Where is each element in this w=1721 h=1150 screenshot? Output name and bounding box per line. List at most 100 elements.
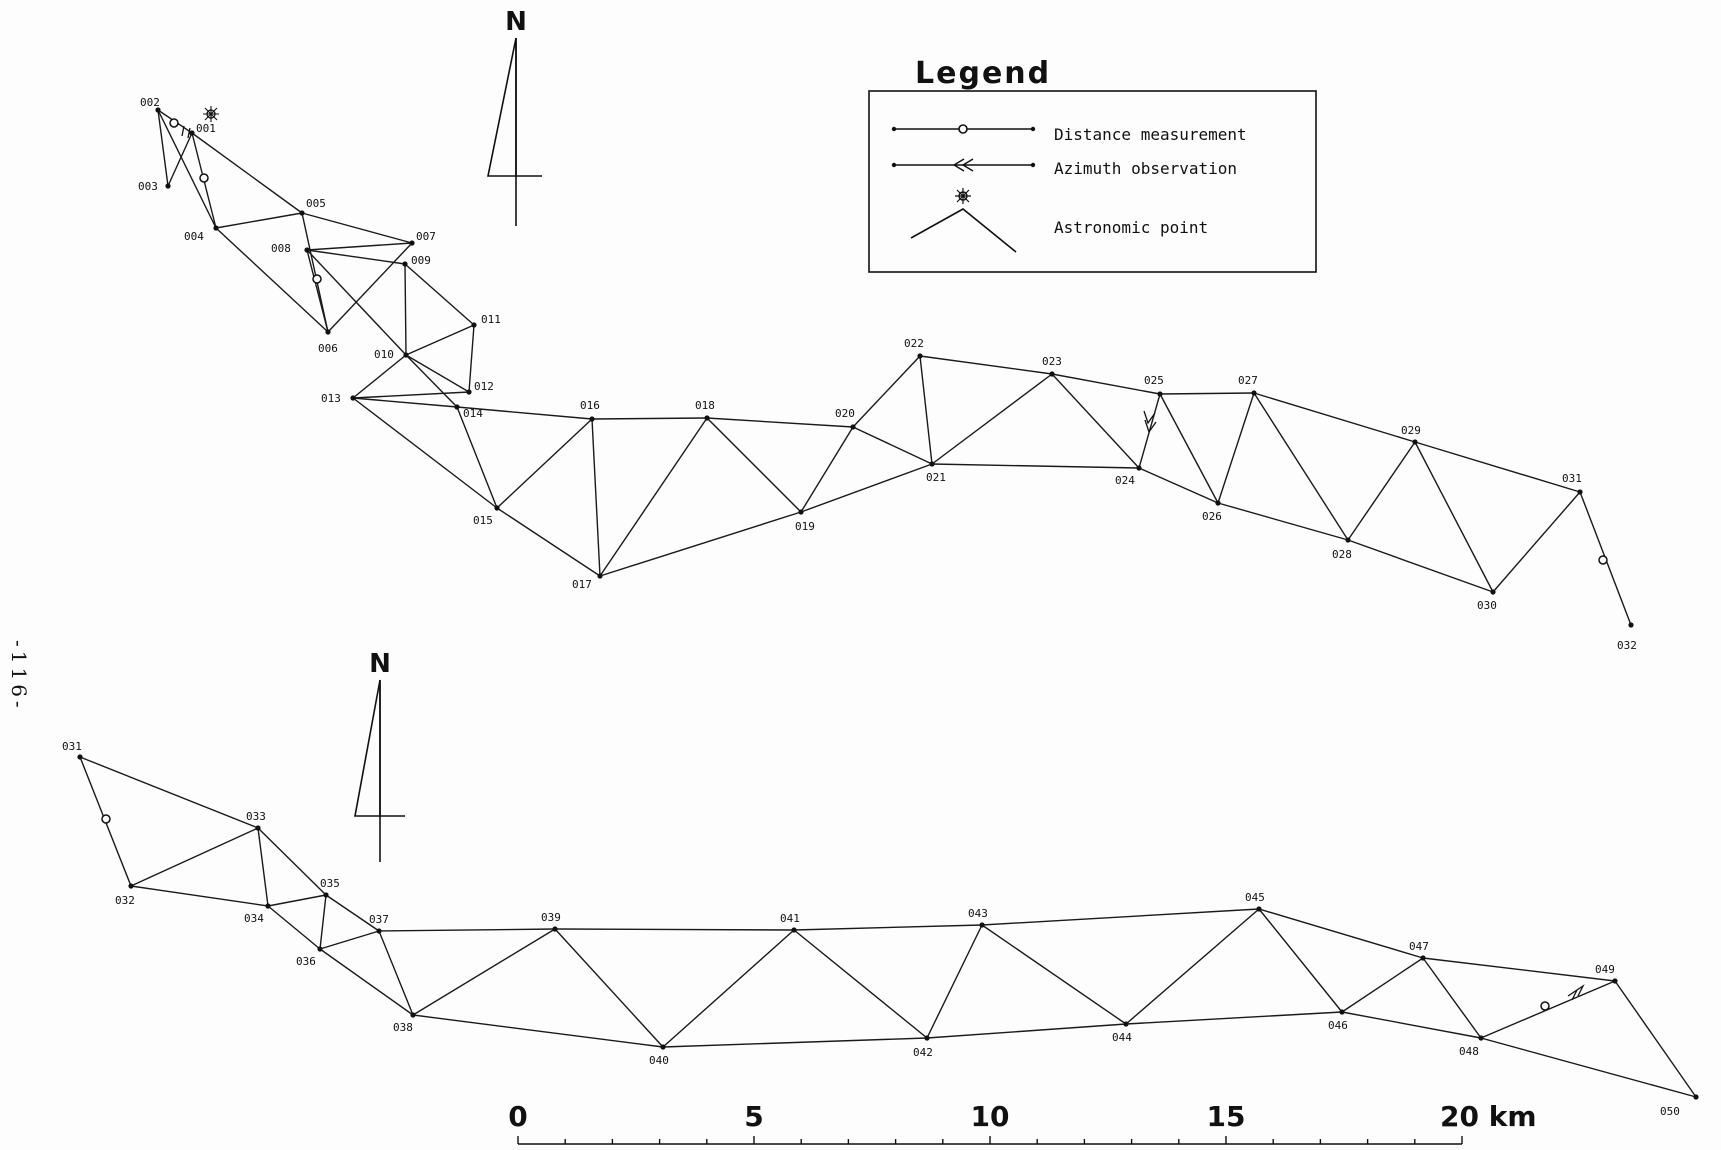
network-link [1159, 392, 1255, 395]
network-link [1414, 441, 1494, 593]
network-link [215, 212, 303, 229]
network-link [301, 212, 329, 333]
network-link [325, 894, 380, 932]
station-label: 027 [1238, 374, 1258, 387]
station-point [1123, 1021, 1129, 1027]
network-link [1614, 980, 1697, 1098]
network-link [496, 418, 593, 509]
network-link [1217, 392, 1255, 504]
station-point [350, 395, 356, 401]
station-label: 044 [1112, 1031, 1132, 1044]
station-label: 005 [306, 197, 326, 210]
network-link [79, 756, 259, 829]
station-label: 037 [369, 913, 389, 926]
network-link [919, 355, 1053, 375]
scale-label: 20 km [1440, 1100, 1537, 1133]
station-point [1136, 465, 1142, 471]
scale-bar-labels: 0 5 10 15 20 km [508, 1100, 1536, 1133]
station-point [791, 927, 797, 933]
network-link [931, 463, 1140, 469]
station-label: 032 [115, 894, 135, 907]
network-link [662, 1037, 928, 1048]
network-link [1347, 441, 1416, 541]
network-stations: 001 002 003 004 005 006 007 008 009 010 011 012 013 0… [62, 96, 1699, 1118]
station-label: 009 [411, 254, 431, 267]
network-link [412, 928, 556, 1016]
network-link [793, 924, 983, 931]
network-link [1341, 1011, 1482, 1039]
north-arrow-lower: N [354, 649, 405, 862]
station-label: 043 [968, 907, 988, 920]
network-link [662, 929, 795, 1048]
network-link [1480, 1037, 1697, 1098]
station-point [265, 903, 271, 909]
station-point [589, 416, 595, 422]
network-link [405, 354, 470, 393]
station-point [1339, 1009, 1345, 1015]
network-link [926, 1023, 1127, 1039]
network-link [306, 249, 329, 333]
station-point [1345, 537, 1351, 543]
network-link [456, 406, 593, 420]
legend: Legend Distance measurement Azimuth obse… [868, 56, 1317, 273]
legend-title: Legend [915, 56, 1051, 91]
network-link [1341, 957, 1424, 1013]
observation-marks [101, 118, 1608, 1011]
distance-measurement-icon [199, 173, 209, 183]
legend-astronomic-label: Astronomic point [1054, 218, 1208, 237]
station-label: 017 [572, 578, 592, 591]
station-label: 018 [695, 399, 715, 412]
network-link [981, 924, 1127, 1025]
station-point [376, 928, 382, 934]
network-link [706, 417, 802, 513]
network-link [1492, 491, 1581, 593]
station-point [924, 1035, 930, 1041]
network-link [301, 212, 413, 244]
station-label: 040 [649, 1054, 669, 1067]
page-number: -116- [7, 640, 31, 712]
azimuth-observation-icon [891, 158, 1036, 172]
network-link [800, 426, 854, 513]
network-link [319, 894, 327, 950]
network-link [319, 930, 380, 950]
network-link [306, 249, 406, 265]
station-point [1157, 391, 1163, 397]
station-point [1256, 906, 1262, 912]
station-label: 006 [318, 342, 338, 355]
north-arrow-icon [487, 37, 517, 177]
station-label: 023 [1042, 355, 1062, 368]
station-label: 013 [321, 392, 341, 405]
network-link [981, 908, 1260, 926]
network-link [167, 132, 193, 187]
station-label: 015 [473, 514, 493, 527]
station-label: 019 [795, 520, 815, 533]
station-point [410, 1012, 416, 1018]
station-point [552, 926, 558, 932]
network-link [1414, 441, 1581, 493]
station-label: 036 [296, 955, 316, 968]
station-point [1693, 1094, 1699, 1100]
station-point [165, 183, 171, 189]
station-label: 001 [196, 122, 216, 135]
station-point [299, 210, 305, 216]
station-label: 022 [904, 337, 924, 350]
station-label: 045 [1245, 891, 1265, 904]
network-link [793, 929, 928, 1039]
station-point [128, 883, 134, 889]
station-point [403, 352, 409, 358]
station-point [1490, 589, 1496, 595]
network-link [157, 109, 169, 187]
station-label: 004 [184, 230, 204, 243]
station-label: 007 [416, 230, 436, 243]
station-point [979, 922, 985, 928]
station-point [1577, 489, 1583, 495]
network-link [599, 417, 708, 577]
network-link [378, 930, 414, 1016]
legend-azimuth-label: Azimuth observation [1054, 159, 1237, 178]
station-label: 025 [1144, 374, 1164, 387]
azimuth-observation-icon [181, 125, 191, 139]
scale-label: 15 [1207, 1100, 1246, 1133]
station-label: 016 [580, 399, 600, 412]
station-point [189, 130, 195, 136]
station-label: 031 [1562, 472, 1582, 485]
